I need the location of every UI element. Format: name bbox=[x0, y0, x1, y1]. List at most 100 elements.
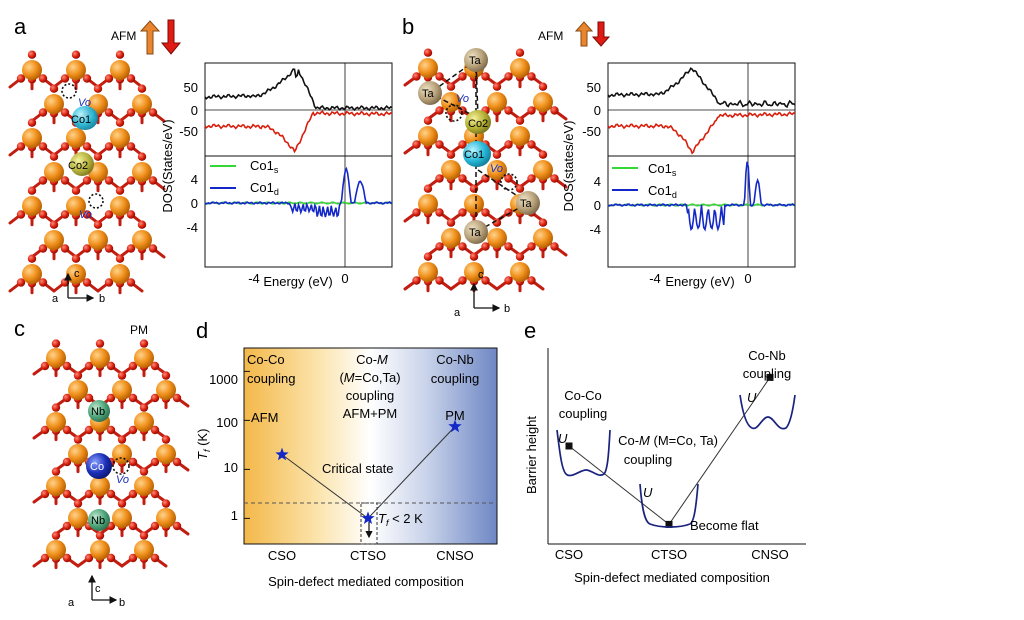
axis-b-label: b bbox=[119, 597, 125, 609]
vacancy-label: Vo bbox=[79, 209, 92, 221]
ta-label: Ta bbox=[422, 88, 435, 100]
data-point bbox=[665, 520, 673, 528]
tick-label: CSO bbox=[555, 547, 583, 562]
cation-atom-icon bbox=[487, 92, 507, 112]
cation-atom-icon bbox=[46, 412, 66, 432]
tick-label: 1 bbox=[231, 508, 238, 523]
oxygen-atom-icon bbox=[49, 84, 59, 93]
oxygen-atom-icon bbox=[527, 106, 536, 115]
oxygen-atom-icon bbox=[82, 244, 92, 253]
ta-site-icon bbox=[418, 81, 442, 105]
axis-c-label: c bbox=[74, 268, 80, 280]
oxygen-atom-icon bbox=[550, 106, 559, 115]
oxygen-atom-icon bbox=[27, 118, 37, 127]
oxygen-atom-icon bbox=[469, 252, 479, 261]
oxygen-atom-icon bbox=[84, 489, 94, 499]
oxygen-atom-icon bbox=[60, 210, 70, 219]
oxygen-atom-icon bbox=[104, 108, 114, 117]
oxygen-atom-icon bbox=[51, 531, 61, 540]
axes-triad-b: c a b bbox=[454, 269, 510, 319]
energy-u-label: U bbox=[747, 390, 757, 405]
cation-atom-icon bbox=[134, 412, 154, 432]
oxygen-atom-icon bbox=[161, 499, 171, 508]
oxygen-atom-icon bbox=[137, 152, 147, 161]
oxygen-atom-icon bbox=[458, 174, 467, 183]
panel-c-letter: c bbox=[14, 316, 25, 341]
tf-plot-background bbox=[243, 347, 498, 545]
cation-atom-icon bbox=[90, 348, 110, 368]
oxygen-atom-icon bbox=[504, 208, 513, 217]
cation-atom-icon bbox=[110, 128, 130, 148]
oxygen-atom-icon bbox=[82, 210, 92, 219]
oxygen-atom-icon bbox=[161, 435, 171, 444]
panel-d-letter: d bbox=[196, 318, 208, 343]
spin-up-total-dos-line bbox=[607, 67, 796, 109]
tick-label: CNSO bbox=[436, 548, 474, 563]
oxygen-atom-icon bbox=[435, 208, 444, 217]
coupling-label: coupling bbox=[743, 366, 791, 381]
oxygen-atom-icon bbox=[504, 140, 513, 149]
tick-label: CTSO bbox=[651, 547, 687, 562]
oxygen-atom-icon bbox=[115, 186, 125, 195]
oxygen-atom-icon bbox=[126, 108, 136, 117]
oxygen-atom-icon bbox=[538, 218, 548, 227]
vacancy-icon bbox=[112, 457, 130, 475]
panel-a-letter: a bbox=[14, 14, 27, 39]
oxygen-atom-icon bbox=[148, 176, 158, 185]
vacancy-label: Vo bbox=[78, 97, 91, 109]
oxygen-atom-icon bbox=[137, 220, 147, 229]
cation-atom-icon bbox=[90, 540, 110, 560]
potential-well-deep bbox=[556, 429, 611, 477]
oxygen-atom-icon bbox=[84, 361, 94, 371]
oxygen-atom-icon bbox=[172, 521, 182, 531]
cation-atom-icon bbox=[44, 162, 64, 182]
spin-down-total-dos-line bbox=[204, 110, 393, 154]
panel-a-mag-label: AFM bbox=[111, 29, 136, 43]
tick-label: 50 bbox=[184, 80, 198, 95]
co-label: Co bbox=[90, 461, 104, 473]
legend-s-label: Co1s bbox=[250, 158, 279, 175]
oxygen-atom-icon bbox=[84, 553, 94, 563]
region-label: Co-Nb bbox=[436, 352, 474, 367]
cation-atom-icon bbox=[441, 160, 461, 180]
oxygen-atom-icon bbox=[40, 361, 50, 371]
oxygen-atom-icon bbox=[126, 244, 136, 253]
oxygen-atom-icon bbox=[60, 142, 70, 151]
data-point bbox=[565, 442, 573, 450]
oxygen-atom-icon bbox=[16, 74, 26, 83]
legend-d-label: Co1d bbox=[250, 180, 279, 197]
oxygen-atom-icon bbox=[458, 140, 467, 149]
cation-atom-icon bbox=[112, 508, 132, 528]
oxygen-atom-icon bbox=[40, 489, 50, 499]
oxygen-atom-icon bbox=[62, 521, 72, 531]
axis-c-label: c bbox=[95, 583, 101, 595]
cation-atom-icon bbox=[88, 230, 108, 250]
co2-label: Co2 bbox=[468, 118, 488, 130]
tick-label: -4 bbox=[649, 271, 661, 286]
coupling-label: Co-Nb bbox=[748, 348, 786, 363]
spin-up-arrow-icon bbox=[574, 21, 594, 47]
y-axis-label: Barrier height bbox=[524, 416, 539, 494]
oxygen-atom-icon bbox=[16, 278, 26, 287]
oxygen-atom-icon bbox=[115, 254, 125, 263]
y-axis-label: DOS(states/eV) bbox=[561, 120, 576, 211]
vacancy-icon bbox=[61, 83, 77, 99]
region-label: Co-M bbox=[356, 352, 388, 367]
oxygen-atom-icon bbox=[115, 50, 125, 59]
oxygen-atom-icon bbox=[435, 276, 444, 285]
oxygen-atom-icon bbox=[492, 218, 502, 227]
oxygen-atom-icon bbox=[148, 108, 158, 117]
oxygen-atom-icon bbox=[150, 425, 160, 435]
panel-d: d 1000 100 10 1 Tf (K) Co-Co coupling AF… bbox=[195, 318, 498, 589]
tick-label: 0 bbox=[341, 271, 348, 286]
x-axis-label: Spin-defect mediated composition bbox=[268, 574, 464, 589]
nb-site-icon bbox=[88, 400, 110, 422]
oxygen-atom-icon bbox=[538, 150, 548, 159]
oxygen-atom-icon bbox=[38, 108, 48, 117]
oxygen-atom-icon bbox=[51, 339, 61, 348]
oxygen-atom-icon bbox=[128, 489, 138, 499]
oxygen-atom-icon bbox=[412, 72, 421, 81]
vacancy-icon bbox=[500, 173, 518, 191]
cation-atom-icon bbox=[510, 126, 530, 146]
oxygen-atom-icon bbox=[62, 393, 72, 403]
